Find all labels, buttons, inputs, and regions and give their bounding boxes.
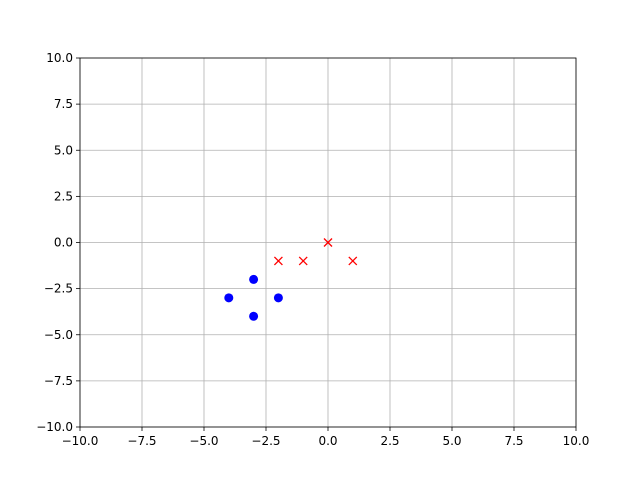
circle-point (224, 293, 234, 303)
y-tick-label: 0.0 (54, 236, 73, 250)
y-tick-label: 2.5 (54, 189, 73, 203)
x-tick-label: 2.5 (380, 434, 399, 448)
y-tick-label: −5.0 (44, 328, 73, 342)
x-tick-label: −7.5 (127, 434, 156, 448)
x-tick-label: 5.0 (442, 434, 461, 448)
y-tick-label: 5.0 (54, 143, 73, 157)
circle-point (249, 311, 259, 321)
circle-point (273, 293, 283, 303)
y-tick-label: 7.5 (54, 97, 73, 111)
x-tick-label: −10.0 (62, 434, 99, 448)
y-tick-label: −2.5 (44, 282, 73, 296)
x-tick-label: 7.5 (504, 434, 523, 448)
x-marker-point (323, 238, 333, 247)
x-tick-label: −5.0 (189, 434, 218, 448)
y-tick-label: 10.0 (46, 51, 73, 65)
data-marks (224, 238, 358, 321)
x-tick-label: −2.5 (251, 434, 280, 448)
y-tick-label: −10.0 (36, 420, 73, 434)
axis-ticks: −10.0 −7.5 −5.0 −2.5 0.0 2.5 5.0 7.5 10.0 −10.0 −7… (36, 51, 589, 448)
x-marker-point (298, 256, 308, 266)
x-tick-label: 10.0 (563, 434, 590, 448)
x-tick-label: 0.0 (318, 434, 337, 448)
y-tick-label: −7.5 (44, 374, 73, 388)
x-marker-point (273, 256, 283, 266)
circle-point (249, 274, 259, 284)
x-marker-point (348, 256, 358, 266)
